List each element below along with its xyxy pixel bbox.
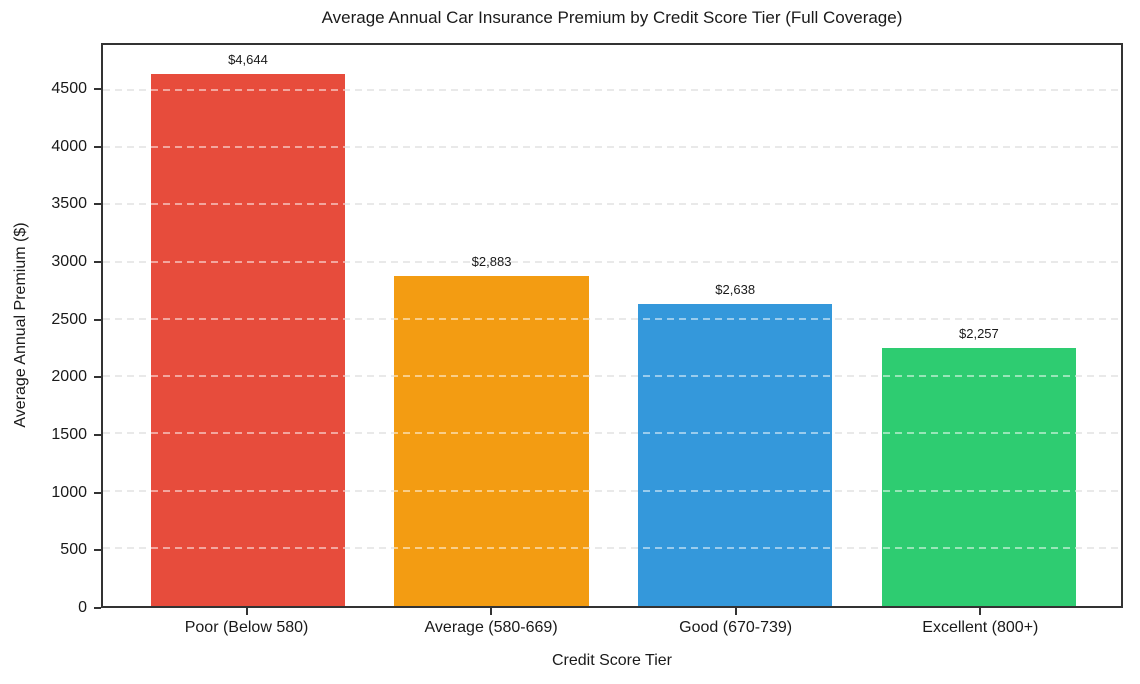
bar-average bbox=[394, 275, 589, 606]
y-tick-mark bbox=[94, 549, 101, 552]
bar-excellent bbox=[881, 347, 1077, 606]
x-tick-mark bbox=[245, 608, 248, 615]
x-tick-label: Excellent (800+) bbox=[922, 619, 1039, 636]
y-tick-label: 2500 bbox=[51, 310, 87, 328]
x-tick-label: Good (670-739) bbox=[679, 619, 793, 636]
bar-poor bbox=[150, 74, 346, 606]
bar-value-label: $2,257 bbox=[958, 325, 999, 341]
y-tick-label: 2000 bbox=[51, 368, 87, 386]
x-tick-mark bbox=[734, 608, 737, 615]
x-tick-label: Average (580-669) bbox=[424, 619, 558, 636]
y-tick-mark bbox=[94, 607, 101, 609]
plot-area: $4,644 $2,883 $2,638 $2,257 bbox=[101, 43, 1123, 608]
bar-good bbox=[637, 303, 833, 606]
y-tick-label: 4000 bbox=[51, 137, 87, 155]
y-tick-mark bbox=[94, 203, 101, 206]
y-axis: 0 500 1000 1500 2000 2500 3000 3500 4000 4500 bbox=[0, 43, 101, 616]
y-tick-label: 3000 bbox=[51, 253, 87, 271]
x-axis: Poor (Below 580) Average (580-669) Good (6… bbox=[101, 608, 1123, 650]
y-tick-label: 4500 bbox=[51, 80, 87, 98]
bar-value-label: $2,638 bbox=[715, 281, 756, 297]
bar-value-label: $4,644 bbox=[228, 52, 268, 68]
chart-title: Average Annual Car Insurance Premium by … bbox=[321, 8, 903, 27]
x-tick-label: Poor (Below 580) bbox=[184, 619, 309, 636]
x-tick-mark bbox=[979, 608, 982, 615]
y-tick-label: 1000 bbox=[51, 483, 87, 501]
y-tick-label: 500 bbox=[60, 541, 87, 559]
y-tick-label: 0 bbox=[78, 599, 87, 616]
y-tick-mark bbox=[94, 491, 101, 494]
y-tick-mark bbox=[94, 261, 101, 264]
x-axis-title: Credit Score Tier bbox=[551, 652, 673, 669]
y-tick-mark bbox=[94, 318, 101, 321]
y-tick-mark bbox=[94, 434, 101, 437]
y-tick-mark bbox=[94, 145, 101, 148]
bar-value-label: $2,883 bbox=[471, 253, 512, 269]
y-tick-label: 1500 bbox=[51, 426, 87, 444]
y-tick-mark bbox=[94, 376, 101, 379]
y-tick-mark bbox=[94, 88, 101, 91]
y-tick-label: 3500 bbox=[51, 195, 87, 213]
x-tick-mark bbox=[490, 608, 493, 615]
